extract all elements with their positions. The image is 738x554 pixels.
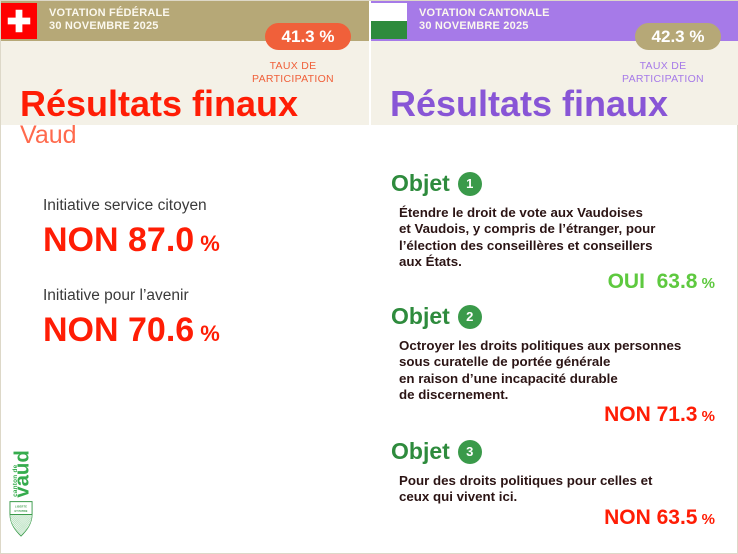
svg-text:vaud: vaud (11, 450, 33, 498)
svg-text:ET PATRIE: ET PATRIE (15, 509, 28, 513)
svg-text:LIBERTE: LIBERTE (15, 505, 27, 509)
